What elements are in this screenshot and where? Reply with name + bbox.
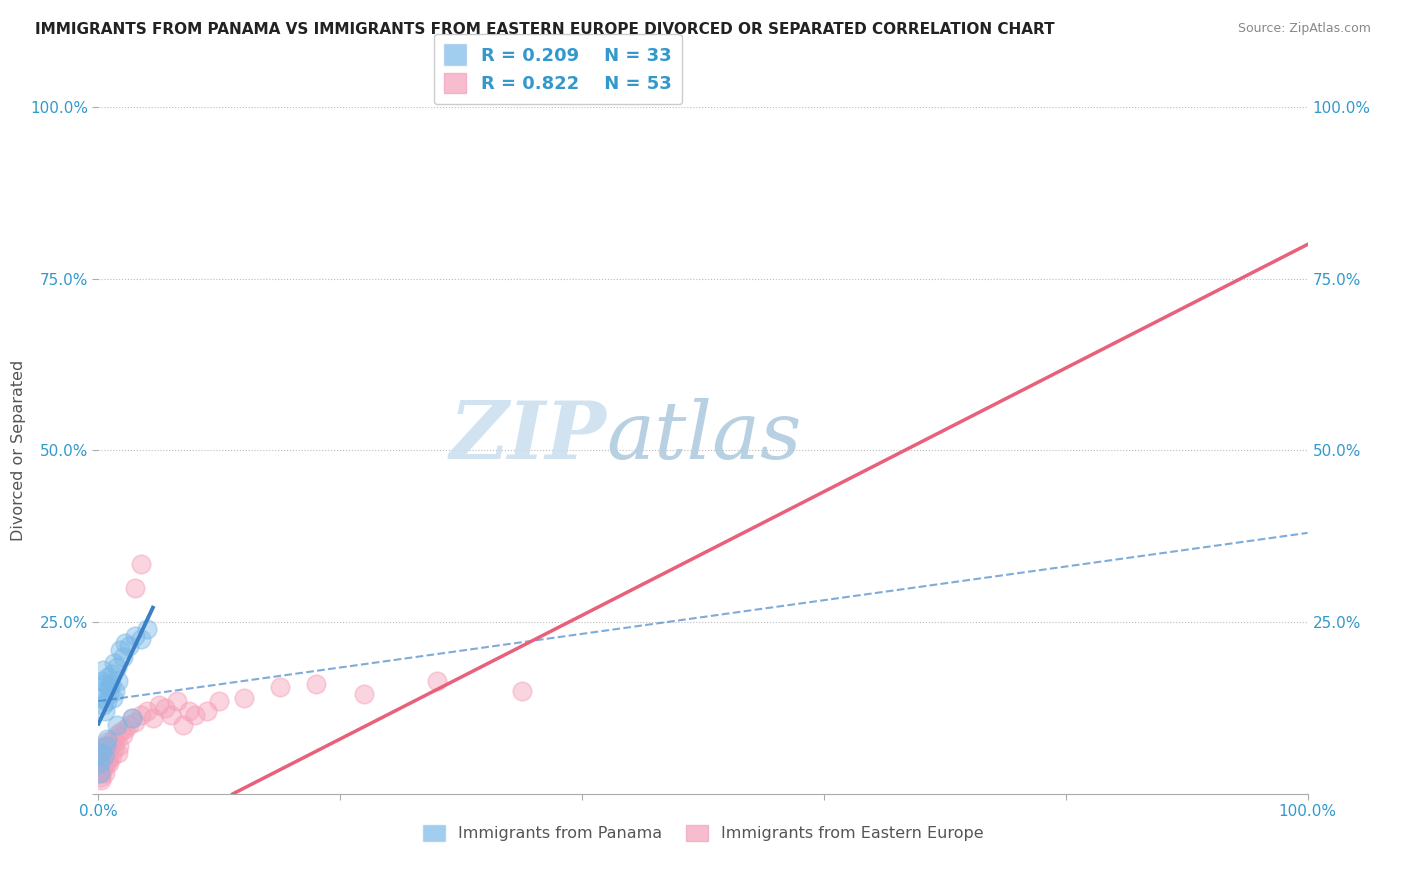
Point: [105, 660, 128, 674]
Point: [96, 739, 118, 753]
Point: [232, 690, 254, 705]
Point: [100, 677, 122, 691]
Point: [103, 742, 125, 756]
Point: [124, 581, 146, 595]
Point: [426, 673, 449, 688]
Point: [94, 705, 117, 719]
Point: [94, 677, 117, 691]
Point: [179, 705, 201, 719]
Text: Source: ZipAtlas.com: Source: ZipAtlas.com: [1237, 22, 1371, 36]
Point: [101, 731, 124, 746]
Point: [100, 749, 122, 764]
Point: [118, 639, 141, 653]
Point: [94, 749, 117, 764]
Point: [166, 694, 188, 708]
Point: [114, 722, 136, 736]
Text: ZIP: ZIP: [450, 398, 606, 475]
Point: [105, 729, 128, 743]
Point: [148, 698, 170, 712]
Point: [108, 642, 131, 657]
Point: [90, 753, 112, 767]
Point: [96, 735, 118, 749]
Point: [114, 636, 136, 650]
Point: [91, 698, 114, 712]
Point: [96, 746, 118, 760]
Point: [111, 649, 134, 664]
Point: [208, 694, 231, 708]
Point: [90, 773, 112, 788]
Point: [90, 746, 112, 760]
Point: [121, 711, 143, 725]
Point: [101, 690, 124, 705]
Point: [100, 739, 122, 753]
Point: [108, 739, 131, 753]
Point: [89, 766, 111, 780]
Point: [111, 729, 134, 743]
Text: IMMIGRANTS FROM PANAMA VS IMMIGRANTS FROM EASTERN EUROPE DIVORCED OR SEPARATED C: IMMIGRANTS FROM PANAMA VS IMMIGRANTS FRO…: [35, 22, 1054, 37]
Point: [91, 763, 114, 777]
Point: [118, 718, 141, 732]
Point: [153, 701, 176, 715]
Point: [93, 759, 115, 773]
Point: [104, 735, 127, 749]
Legend: Immigrants from Panama, Immigrants from Eastern Europe: Immigrants from Panama, Immigrants from …: [416, 818, 990, 847]
Point: [94, 766, 117, 780]
Point: [510, 683, 533, 698]
Point: [93, 749, 115, 764]
Point: [353, 687, 375, 701]
Point: [91, 763, 114, 777]
Point: [97, 670, 120, 684]
Point: [129, 632, 152, 647]
Point: [135, 622, 157, 636]
Point: [91, 663, 114, 677]
Point: [89, 766, 111, 780]
Point: [105, 718, 128, 732]
Point: [93, 739, 115, 753]
Point: [269, 681, 291, 695]
Point: [142, 711, 165, 725]
Point: [104, 683, 127, 698]
Point: [91, 749, 114, 764]
Point: [100, 666, 122, 681]
Point: [96, 756, 118, 770]
Point: [96, 694, 118, 708]
Point: [305, 677, 328, 691]
Y-axis label: Divorced or Separated: Divorced or Separated: [11, 359, 27, 541]
Point: [93, 683, 115, 698]
Point: [108, 725, 131, 739]
Point: [184, 707, 207, 722]
Point: [121, 711, 143, 725]
Point: [89, 756, 111, 770]
Point: [129, 707, 152, 722]
Point: [103, 657, 125, 671]
Text: atlas: atlas: [606, 398, 801, 475]
Point: [97, 687, 120, 701]
Point: [107, 673, 129, 688]
Point: [107, 746, 129, 760]
Point: [160, 707, 183, 722]
Point: [98, 756, 121, 770]
Point: [90, 690, 112, 705]
Point: [89, 756, 111, 770]
Point: [135, 705, 157, 719]
Point: [97, 753, 120, 767]
Point: [91, 742, 114, 756]
Point: [96, 731, 118, 746]
Point: [129, 557, 152, 571]
Point: [124, 714, 146, 729]
Point: [172, 718, 194, 732]
Point: [91, 673, 114, 688]
Point: [98, 681, 121, 695]
Point: [124, 629, 146, 643]
Point: [195, 705, 218, 719]
Point: [90, 770, 112, 784]
Point: [97, 742, 120, 756]
